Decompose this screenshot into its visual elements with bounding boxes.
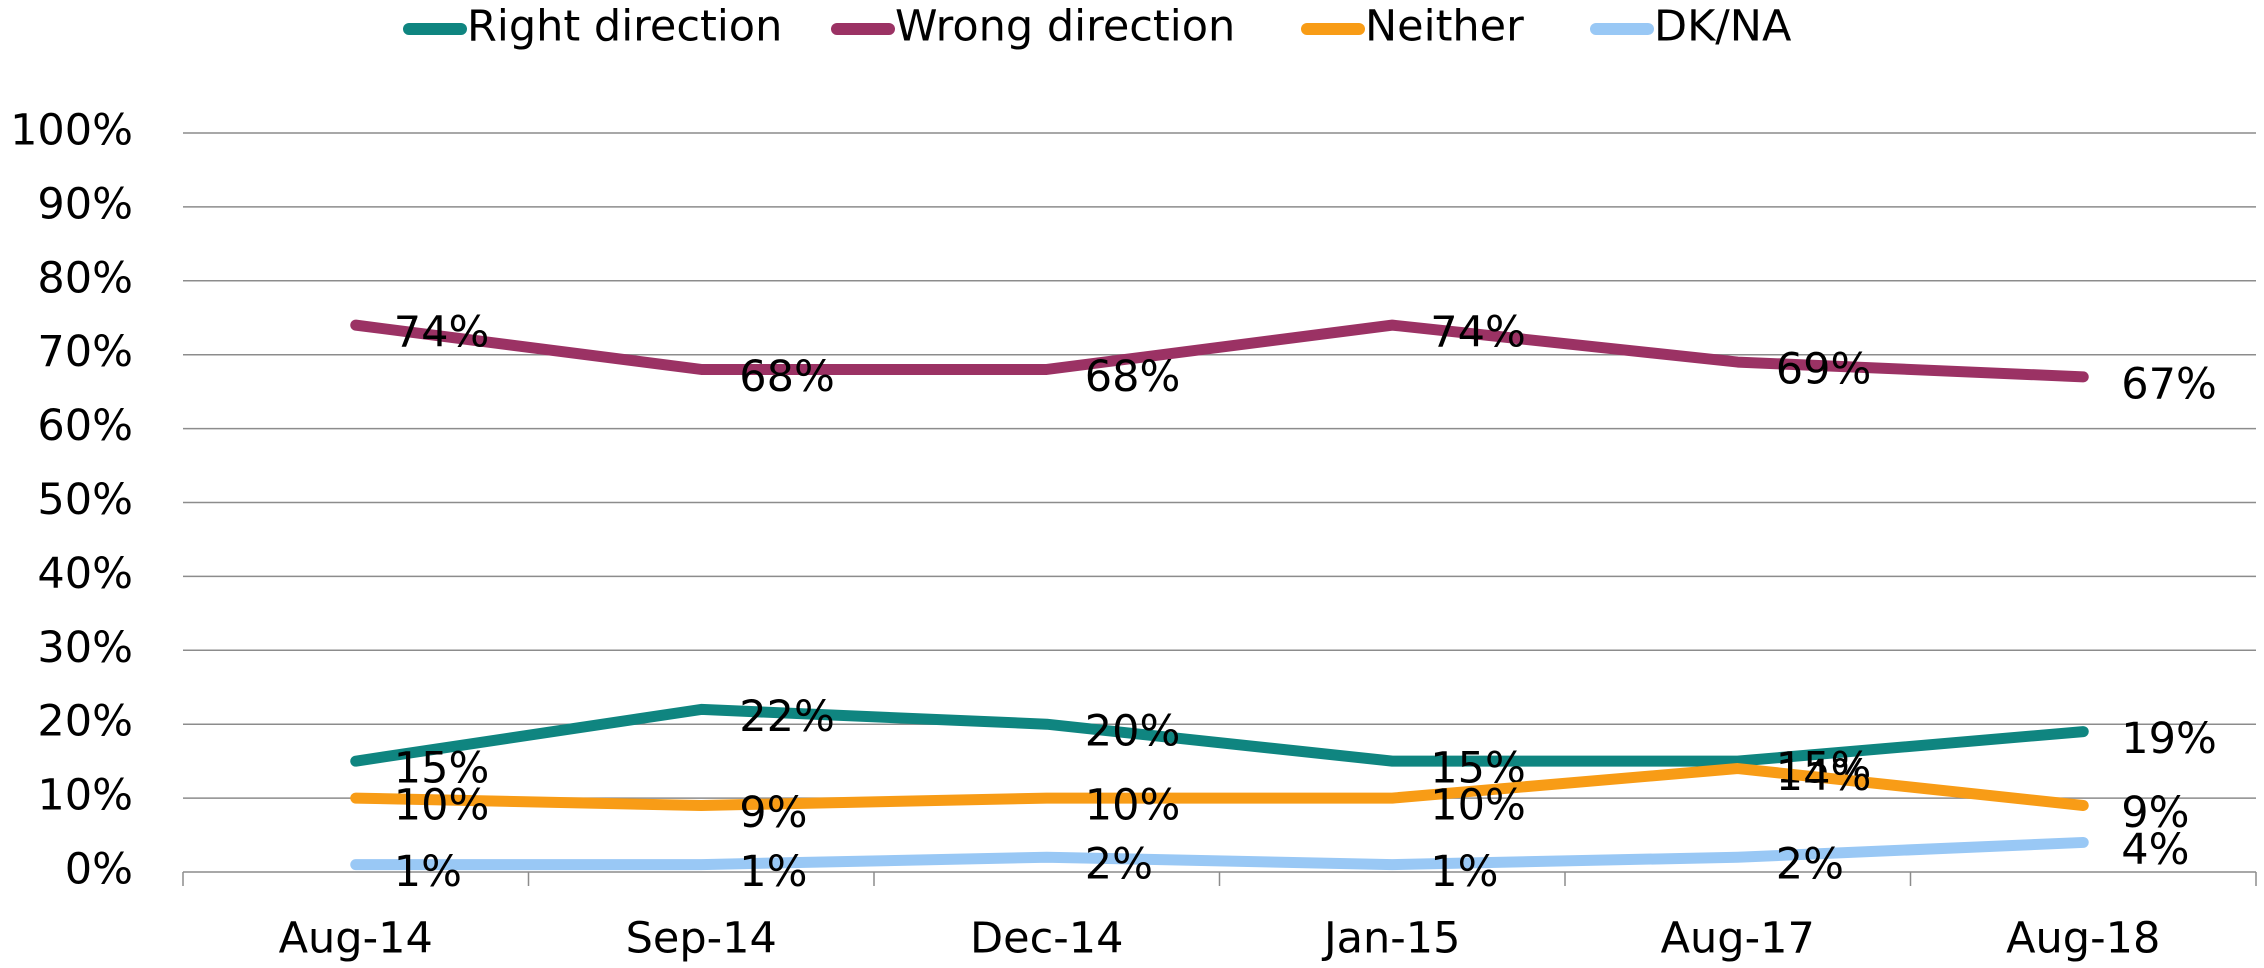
y-tick-label: 80% [37, 253, 133, 303]
data-label: 19% [2121, 714, 2217, 764]
y-tick-label: 30% [37, 623, 133, 673]
x-tick-label: Aug-18 [2006, 914, 2160, 964]
data-label: 9% [2121, 788, 2189, 838]
y-tick-label: 20% [37, 697, 133, 747]
data-label: 68% [739, 352, 835, 402]
series-line [350, 763, 2089, 811]
legend-label: Wrong direction [895, 2, 1235, 52]
data-label: 69% [1776, 345, 1872, 395]
data-label: 22% [739, 692, 835, 742]
legend-label: Neither [1365, 2, 1524, 52]
legend-label: DK/NA [1654, 2, 1792, 52]
data-label: 67% [2121, 359, 2217, 409]
data-label: 68% [1085, 352, 1181, 402]
y-tick-label: 90% [37, 179, 133, 229]
data-label: 1% [739, 847, 807, 897]
y-tick-label: 100% [10, 106, 133, 156]
data-label: 14% [1776, 751, 1872, 801]
data-label: 74% [394, 308, 490, 358]
data-label: 1% [1430, 847, 1498, 897]
data-label: 10% [1430, 781, 1526, 831]
x-tick-label: Aug-14 [279, 914, 433, 964]
y-tick-label: 70% [37, 327, 133, 377]
y-tick-label: 10% [37, 771, 133, 821]
data-label: 4% [2121, 825, 2189, 875]
series-line [350, 836, 2089, 871]
legend-label: Right direction [467, 2, 782, 52]
data-label: 2% [1776, 840, 1844, 890]
x-tick-label: Dec-14 [970, 914, 1123, 964]
data-label: 15% [394, 744, 490, 794]
y-tick-label: 60% [37, 401, 133, 451]
data-label: 9% [739, 788, 807, 838]
data-label: 2% [1085, 840, 1153, 890]
y-tick-label: 40% [37, 549, 133, 599]
x-tick-label: Aug-17 [1661, 914, 1815, 964]
data-label: 20% [1085, 707, 1181, 757]
y-tick-label: 50% [37, 475, 133, 525]
data-label: 10% [1085, 781, 1181, 831]
data-label: 1% [394, 847, 462, 897]
series-line [350, 319, 2089, 383]
data-label: 10% [394, 781, 490, 831]
x-tick-label: Jan-15 [1321, 914, 1461, 964]
x-tick-label: Sep-14 [626, 914, 777, 964]
series-line [350, 703, 2089, 767]
data-label: 74% [1430, 308, 1526, 358]
y-tick-label: 0% [65, 845, 133, 895]
